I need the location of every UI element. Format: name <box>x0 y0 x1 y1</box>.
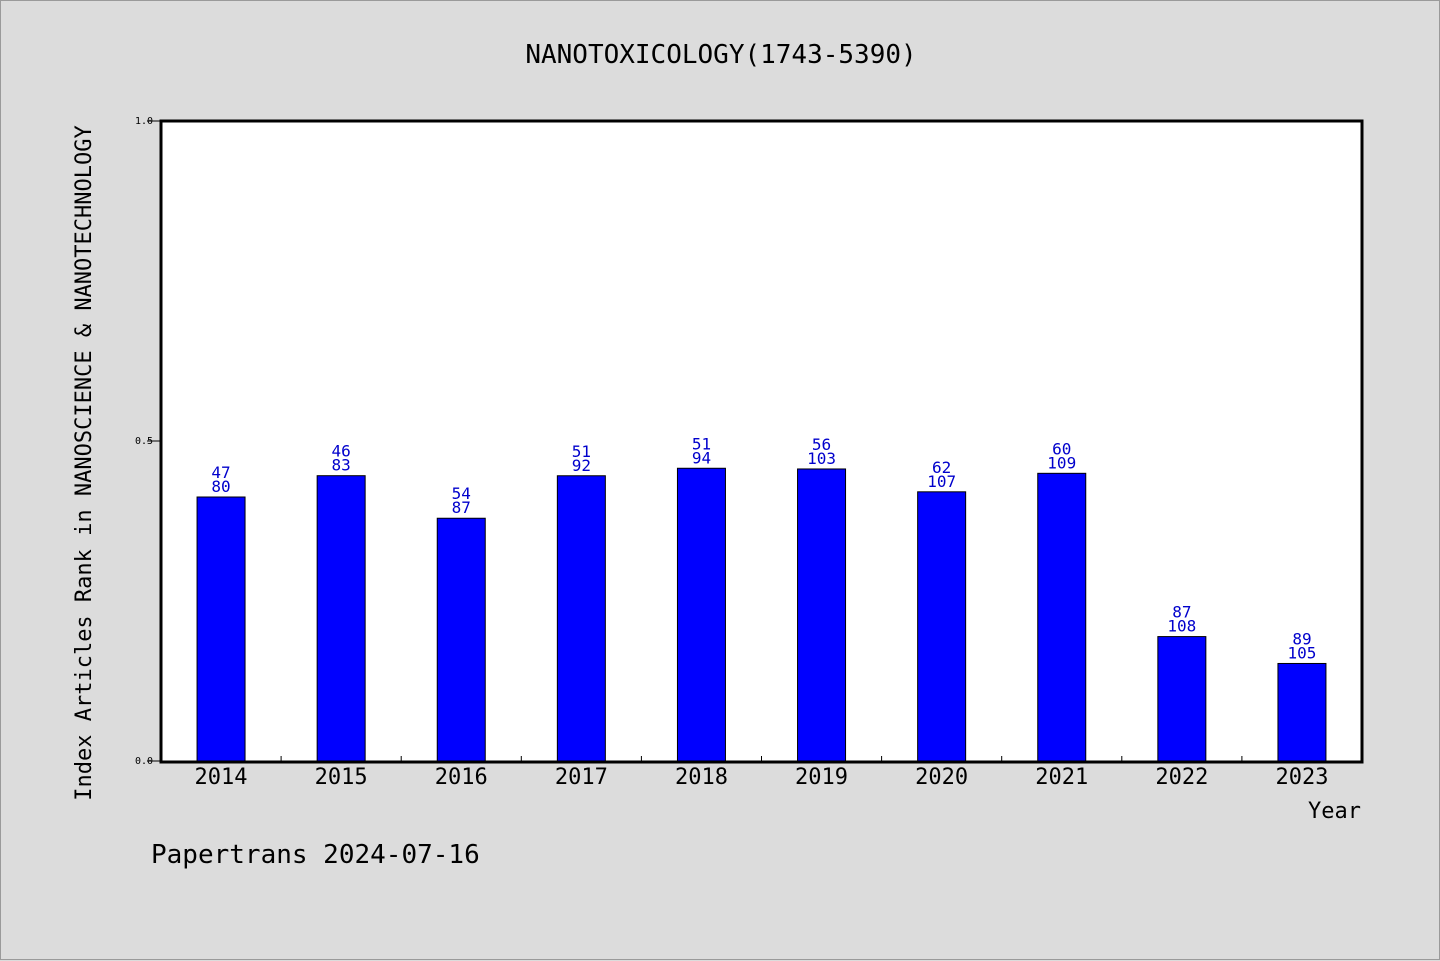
data-label-top-2017: 51 <box>572 442 591 461</box>
x-tick-label-2019: 2019 <box>795 765 848 790</box>
data-label-bottom-2016: 87 <box>452 498 471 517</box>
data-label-bottom-2020: 107 <box>927 472 956 491</box>
data-label-top-2020: 62 <box>932 458 951 477</box>
data-label-top-2016: 54 <box>452 484 471 503</box>
x-tick-label-2023: 2023 <box>1275 765 1328 790</box>
y-tick-label-0.0: 0.0 <box>135 756 153 767</box>
data-label-top-2019: 56 <box>812 435 831 454</box>
y-tick-label-0.5: 0.5 <box>135 436 153 447</box>
data-label-top-2023: 89 <box>1292 629 1311 648</box>
footer-credit: Papertrans 2024-07-16 <box>151 840 480 870</box>
x-axis-label: Year <box>1308 799 1361 824</box>
data-label-bottom-2018: 94 <box>692 448 711 467</box>
x-tick-label-2015: 2015 <box>315 765 368 790</box>
bar-2016 <box>436 517 486 762</box>
bar-2020 <box>917 491 967 762</box>
y-axis-label: Index Articles Rank in NANOSCIENCE & NAN… <box>72 125 97 801</box>
data-label-top-2022: 87 <box>1172 603 1191 622</box>
data-label-top-2021: 60 <box>1052 439 1071 458</box>
data-label-bottom-2021: 109 <box>1047 453 1076 472</box>
x-tick-label-2014: 2014 <box>195 765 248 790</box>
x-tick-label-2020: 2020 <box>915 765 968 790</box>
x-tick-label-2017: 2017 <box>555 765 608 790</box>
x-tick-label-2021: 2021 <box>1035 765 1088 790</box>
bar-2019 <box>797 468 847 762</box>
data-label-bottom-2022: 108 <box>1167 617 1196 636</box>
data-label-bottom-2015: 83 <box>332 456 351 475</box>
data-label-bottom-2019: 103 <box>807 449 836 468</box>
bar-2015 <box>316 475 366 762</box>
bar-2018 <box>676 467 726 762</box>
plot-frame <box>159 119 1364 764</box>
data-label-bottom-2023: 105 <box>1287 643 1316 662</box>
x-tick-label-2016: 2016 <box>435 765 488 790</box>
data-label-bottom-2017: 92 <box>572 456 591 475</box>
data-label-top-2015: 46 <box>332 442 351 461</box>
data-label-top-2018: 51 <box>692 434 711 453</box>
bar-2021 <box>1037 472 1087 762</box>
bar-2023 <box>1277 662 1327 762</box>
data-label-bottom-2014: 80 <box>211 477 230 496</box>
ticks-group: 2014 2015 2016 2017 2018 2019 2020 2021 2022 2023… <box>135 116 1329 790</box>
bar-2022 <box>1157 636 1207 762</box>
bar-2017 <box>556 475 606 762</box>
data-label-top-2014: 47 <box>211 463 230 482</box>
y-tick-label-1.0: 1.0 <box>135 116 153 127</box>
x-tick-label-2022: 2022 <box>1155 765 1208 790</box>
chart-title: NANOTOXICOLOGY(1743-5390) <box>525 40 916 70</box>
x-tick-label-2018: 2018 <box>675 765 728 790</box>
bar-2014 <box>196 496 246 762</box>
